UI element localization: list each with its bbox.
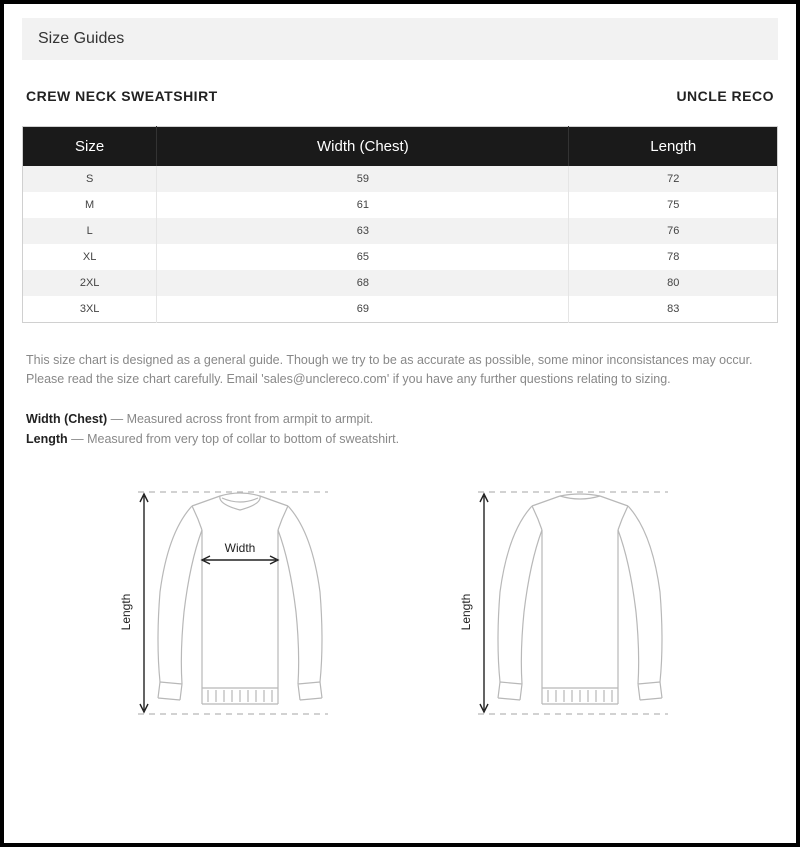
definition-line: Length — Measured from very top of colla… xyxy=(26,432,774,446)
definition-term: Length xyxy=(26,432,68,446)
diagram-back: Length xyxy=(420,472,720,732)
definition-term: Width (Chest) xyxy=(26,412,107,426)
definitions: Width (Chest) — Measured across front fr… xyxy=(22,412,778,446)
label-length-back: Length xyxy=(459,593,473,630)
table-row: M6175 xyxy=(23,192,778,218)
definition-desc: — Measured from very top of collar to bo… xyxy=(68,432,399,446)
table-cell: 68 xyxy=(157,270,569,296)
definition-desc: — Measured across front from armpit to a… xyxy=(107,412,373,426)
table-cell: S xyxy=(23,166,157,192)
table-row: 2XL6880 xyxy=(23,270,778,296)
table-cell: 3XL xyxy=(23,296,157,323)
size-guides-banner: Size Guides xyxy=(22,18,778,60)
brand-name: UNCLE RECO xyxy=(676,88,774,104)
diagrams-row: Length xyxy=(22,472,778,732)
table-header-row: Size Width (Chest) Length xyxy=(23,127,778,167)
col-width: Width (Chest) xyxy=(157,127,569,167)
label-width: Width xyxy=(225,541,256,555)
table-cell: 83 xyxy=(569,296,778,323)
table-row: S5972 xyxy=(23,166,778,192)
table-row: 3XL6983 xyxy=(23,296,778,323)
table-cell: 69 xyxy=(157,296,569,323)
table-row: XL6578 xyxy=(23,244,778,270)
col-size: Size xyxy=(23,127,157,167)
definition-line: Width (Chest) — Measured across front fr… xyxy=(26,412,774,426)
table-cell: M xyxy=(23,192,157,218)
product-title: CREW NECK SWEATSHIRT xyxy=(26,88,218,104)
table-cell: XL xyxy=(23,244,157,270)
title-row: CREW NECK SWEATSHIRT UNCLE RECO xyxy=(22,88,778,104)
table-row: L6376 xyxy=(23,218,778,244)
table-cell: 65 xyxy=(157,244,569,270)
table-cell: 76 xyxy=(569,218,778,244)
table-cell: 2XL xyxy=(23,270,157,296)
table-cell: 75 xyxy=(569,192,778,218)
table-cell: 72 xyxy=(569,166,778,192)
table-cell: 78 xyxy=(569,244,778,270)
disclaimer-text: This size chart is designed as a general… xyxy=(22,351,778,390)
label-length-front: Length xyxy=(119,593,133,630)
diagram-front: Length xyxy=(80,472,380,732)
table-cell: L xyxy=(23,218,157,244)
table-cell: 61 xyxy=(157,192,569,218)
table-cell: 63 xyxy=(157,218,569,244)
size-table: Size Width (Chest) Length S5972M6175L637… xyxy=(22,126,778,323)
col-length: Length xyxy=(569,127,778,167)
table-cell: 59 xyxy=(157,166,569,192)
table-cell: 80 xyxy=(569,270,778,296)
